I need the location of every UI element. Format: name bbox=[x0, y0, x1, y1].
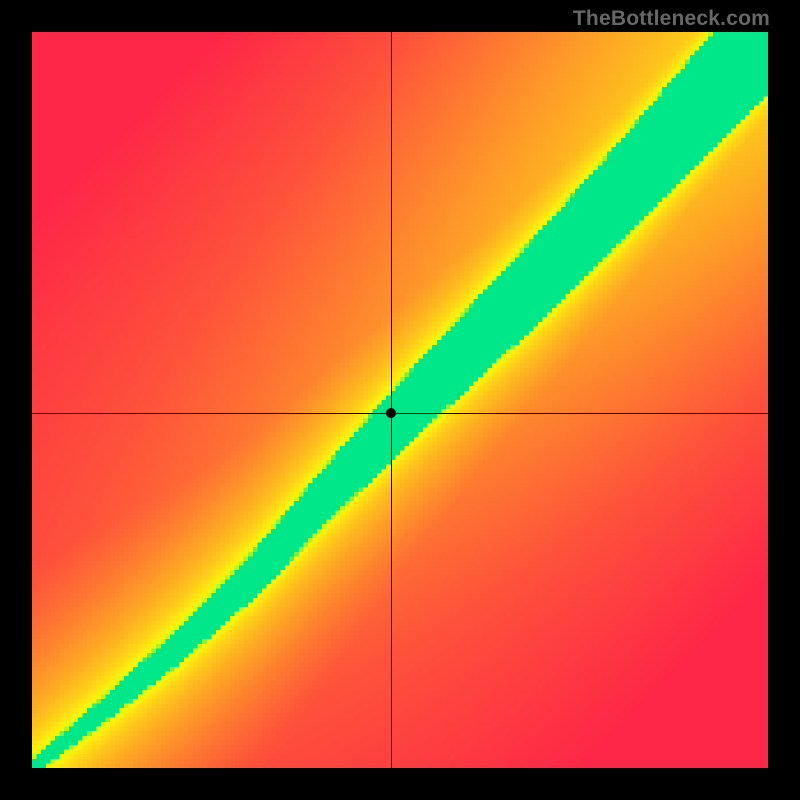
crosshair-horizontal bbox=[32, 413, 768, 414]
heatmap-plot-area bbox=[32, 32, 768, 768]
chart-frame: TheBottleneck.com bbox=[0, 0, 800, 800]
crosshair-vertical bbox=[391, 32, 392, 768]
watermark-text: TheBottleneck.com bbox=[573, 7, 770, 31]
bottleneck-marker bbox=[386, 408, 396, 418]
heatmap-canvas bbox=[32, 32, 768, 768]
